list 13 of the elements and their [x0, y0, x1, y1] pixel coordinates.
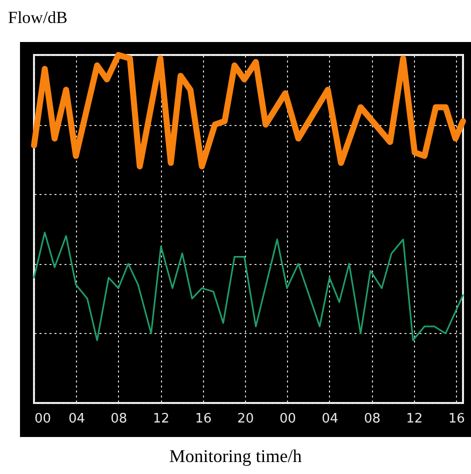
x-tick-label: 16: [195, 412, 212, 426]
x-tick-label: 16: [448, 412, 465, 426]
x-axis-title: Monitoring time/h: [168, 446, 303, 467]
x-tick-label: 00: [34, 412, 52, 426]
x-tick-label: 20: [237, 412, 254, 426]
x-tick-label: 08: [364, 412, 380, 426]
y-axis-title: Flow/dB: [8, 8, 68, 28]
x-tick-label: 08: [110, 412, 128, 426]
x-tick-label: 00: [280, 412, 296, 426]
x-tick-label: 04: [322, 412, 338, 426]
x-tick-label: 12: [152, 412, 170, 426]
x-tick-label: 12: [406, 412, 423, 426]
x-tick-label: 04: [68, 412, 85, 426]
